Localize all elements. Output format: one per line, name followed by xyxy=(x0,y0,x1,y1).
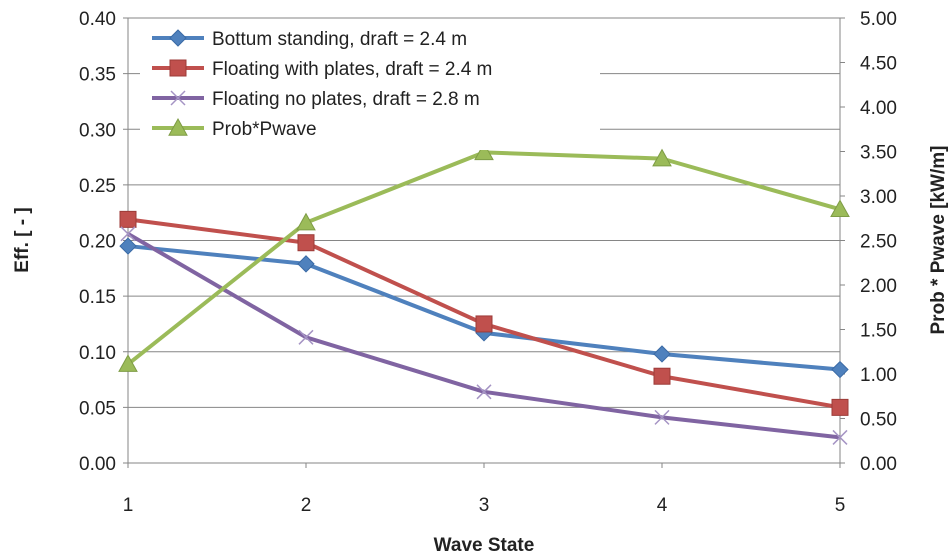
series-2 xyxy=(119,210,849,416)
data-point xyxy=(298,329,314,345)
data-point xyxy=(474,142,494,161)
right-tick-label: 2.50 xyxy=(860,232,897,253)
right-tick-label: 1.00 xyxy=(860,365,897,386)
left-tick-label: 0.15 xyxy=(79,287,116,308)
right-tick-label: 4.00 xyxy=(860,98,897,119)
legend-marker xyxy=(168,117,188,136)
left-axis-ticks: 0.00 0.05 0.10 0.15 0.20 0.25 0.30 0.35 0.40 xyxy=(79,9,116,475)
data-point xyxy=(653,345,671,363)
data-point xyxy=(653,367,671,385)
series-4 xyxy=(118,142,850,372)
data-point xyxy=(119,237,137,255)
x-axis-title: Wave State xyxy=(434,535,535,556)
data-point xyxy=(118,354,138,372)
left-tick-label: 0.10 xyxy=(79,343,116,364)
x-tick-label: 5 xyxy=(835,495,846,516)
right-tick-label: 0.00 xyxy=(860,454,897,475)
series-group xyxy=(118,142,850,445)
x-tick-label: 4 xyxy=(657,495,668,516)
legend-box xyxy=(140,22,600,150)
left-tick-label: 0.35 xyxy=(79,65,116,86)
legend-entry: Floating with plates, draft = 2.4 m xyxy=(152,59,492,80)
right-tick-label: 5.00 xyxy=(860,9,897,30)
left-tick-label: 0.20 xyxy=(79,232,116,253)
data-point xyxy=(654,409,670,425)
data-point xyxy=(296,212,316,231)
right-tick-label: 0.50 xyxy=(860,410,897,431)
data-point xyxy=(831,398,849,416)
left-tick-label: 0.00 xyxy=(79,454,116,475)
x-tick-label: 2 xyxy=(301,495,312,516)
legend-entry: Prob*Pwave xyxy=(152,117,317,140)
y-axis-title: Eff. [ - ] xyxy=(12,207,33,272)
right-tick-label: 4.50 xyxy=(860,54,897,75)
series-line xyxy=(127,217,841,410)
legend-entry: Bottum standing, draft = 2.4 m xyxy=(152,29,467,50)
data-point xyxy=(297,234,315,252)
legend: Bottum standing, draft = 2.4 m Floating w… xyxy=(140,22,600,150)
left-tick-label: 0.05 xyxy=(79,398,116,419)
data-point xyxy=(832,429,848,445)
data-point xyxy=(475,315,493,333)
data-point xyxy=(119,210,137,228)
legend-label: Floating no plates, draft = 2.8 m xyxy=(212,89,480,110)
legend-label: Prob*Pwave xyxy=(212,119,317,140)
left-tick-label: 0.40 xyxy=(79,9,116,30)
series-3 xyxy=(120,226,848,445)
legend-label: Floating with plates, draft = 2.4 m xyxy=(212,59,492,80)
y2-axis-title: Prob * Pwave [kW/m] xyxy=(928,146,949,335)
x-tick-label: 1 xyxy=(123,495,134,516)
series-1 xyxy=(119,237,849,379)
legend-marker xyxy=(169,59,187,77)
x-axis-ticks: 1 2 3 4 5 xyxy=(123,495,846,516)
right-tick-label: 1.50 xyxy=(860,321,897,342)
legend-marker xyxy=(169,29,187,47)
x-tick-label: 3 xyxy=(479,495,490,516)
right-tick-label: 2.00 xyxy=(860,276,897,297)
data-point xyxy=(652,148,672,167)
right-tick-label: 3.50 xyxy=(860,143,897,164)
data-point xyxy=(831,360,849,379)
data-point xyxy=(830,199,850,218)
series-line xyxy=(127,244,841,372)
legend-marker xyxy=(170,90,186,106)
data-point xyxy=(297,255,315,273)
left-tick-label: 0.30 xyxy=(79,120,116,141)
legend-label: Bottum standing, draft = 2.4 m xyxy=(212,29,467,50)
data-point xyxy=(120,226,136,242)
left-tick-label: 0.25 xyxy=(79,176,116,197)
right-tick-label: 3.00 xyxy=(860,187,897,208)
right-axis-ticks: 0.00 0.50 1.00 1.50 2.00 2.50 3.00 3.50 4.00 4.50… xyxy=(860,9,897,475)
legend-entry: Floating no plates, draft = 2.8 m xyxy=(152,89,480,110)
data-point xyxy=(476,384,492,400)
